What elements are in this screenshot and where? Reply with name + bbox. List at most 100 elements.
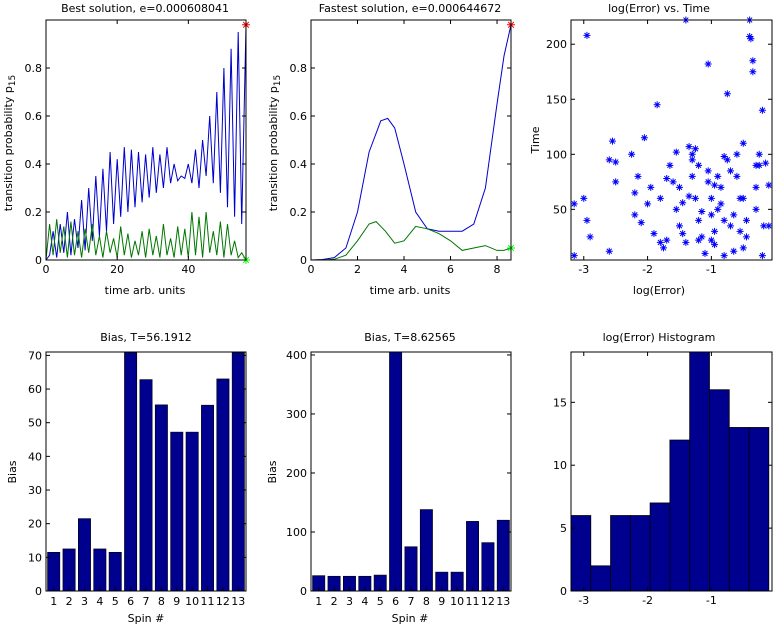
error-vs-time-scatter: log(Error) vs. Time log(Error) Time 50 10… xyxy=(529,2,773,297)
star-marker xyxy=(707,211,715,219)
bar xyxy=(419,509,433,592)
y-tick-label: 70 xyxy=(28,349,42,362)
x-tick-label: 5 xyxy=(112,595,119,608)
y-tick-label: 400 xyxy=(286,349,307,362)
star-marker xyxy=(723,90,731,98)
star-marker xyxy=(695,236,703,244)
star-marker xyxy=(717,200,725,208)
star-marker xyxy=(612,178,620,186)
x-tick-label: -3 xyxy=(578,263,589,276)
bias-best-bar: Bias, T=56.1912 Spin # Bias 0 10 20 30 40 50 6… xyxy=(6,331,247,625)
star-marker xyxy=(586,233,594,241)
y-tick-label: 100 xyxy=(286,526,307,539)
star-marker xyxy=(647,183,655,191)
star-marker xyxy=(660,244,668,252)
histogram-bar xyxy=(728,427,750,592)
y-tick-label: 0.8 xyxy=(290,62,308,75)
x-tick-label: 4 xyxy=(96,595,103,608)
star-marker xyxy=(682,238,690,246)
star-marker xyxy=(707,194,715,202)
x-tick-label: 3 xyxy=(81,595,88,608)
star-marker xyxy=(698,233,706,241)
x-tick-label: 2 xyxy=(331,595,338,608)
bar xyxy=(404,546,418,592)
star-marker xyxy=(746,33,754,41)
y-tick-label: 5 xyxy=(560,522,567,535)
star-marker xyxy=(765,222,773,230)
star-marker xyxy=(656,238,664,246)
star-marker xyxy=(739,244,747,252)
plot-title: Fastest solution, e=0.000644672 xyxy=(319,2,501,15)
series-line-p15 xyxy=(45,24,247,261)
x-tick-label: 0 xyxy=(43,263,50,276)
x-tick-label: 6 xyxy=(392,595,399,608)
plot-frame xyxy=(570,351,773,592)
star-marker xyxy=(704,60,712,68)
x-tick-label: 10 xyxy=(450,595,464,608)
y-axis-label-sub: 15 xyxy=(8,75,18,86)
histogram-bar xyxy=(610,515,631,592)
x-tick-label: 11 xyxy=(201,595,215,608)
star-marker xyxy=(752,183,760,191)
bar xyxy=(496,519,510,592)
bar xyxy=(154,404,168,592)
star-marker xyxy=(634,172,642,180)
plot-frame xyxy=(310,19,512,261)
series-line-other xyxy=(45,211,247,261)
x-tick-label: -2 xyxy=(642,594,653,607)
x-tick-label: 20 xyxy=(110,263,124,276)
star-marker xyxy=(714,205,722,213)
x-tick-label: 5 xyxy=(377,595,384,608)
bar xyxy=(201,404,214,592)
star-marker xyxy=(704,178,712,186)
bar xyxy=(389,351,403,592)
star-marker xyxy=(742,216,750,224)
star-marker xyxy=(679,199,687,207)
star-marker xyxy=(666,161,674,169)
y-tick-label: 30 xyxy=(28,484,42,497)
histogram-bar xyxy=(590,565,611,592)
star-marker xyxy=(675,183,683,191)
x-tick-label: 8 xyxy=(158,595,165,608)
x-tick-label: 9 xyxy=(438,595,445,608)
x-tick-label: 13 xyxy=(231,595,245,608)
star-marker xyxy=(580,194,588,202)
x-tick-label: -1 xyxy=(706,594,717,607)
star-marker xyxy=(688,150,696,158)
plot-frame xyxy=(310,351,512,592)
star-marker xyxy=(669,178,677,186)
star-marker xyxy=(739,194,747,202)
x-axis-label: time arb. units xyxy=(370,284,451,297)
star-marker xyxy=(650,230,658,238)
y-tick-label: 0 xyxy=(300,254,307,267)
star-marker xyxy=(711,227,719,235)
star-marker xyxy=(631,189,639,197)
y-tick-label: 300 xyxy=(286,408,307,421)
star-marker xyxy=(704,167,712,175)
y-tick-label: 200 xyxy=(546,38,567,51)
x-axis-label: log(Error) xyxy=(633,284,685,297)
x-tick-label: 1 xyxy=(315,595,322,608)
star-marker xyxy=(605,156,613,164)
plot-title: Bias, T=56.1912 xyxy=(100,331,192,344)
star-marker xyxy=(653,101,661,109)
best-solution-plot: Best solution, e=0.000608041 time arb. u… xyxy=(2,2,250,297)
star-marker xyxy=(707,236,715,244)
star-marker xyxy=(688,172,696,180)
x-tick-label: -2 xyxy=(642,263,653,276)
star-marker xyxy=(762,159,770,167)
star-marker xyxy=(720,252,728,260)
star-marker xyxy=(755,161,763,169)
histogram-bar xyxy=(748,427,770,592)
star-marker xyxy=(570,200,578,208)
star-marker xyxy=(752,205,760,213)
x-tick-label: 2 xyxy=(66,595,73,608)
star-marker xyxy=(685,192,693,200)
y-axis-label: Time xyxy=(529,126,542,154)
star-marker xyxy=(736,227,744,235)
x-axis-label: Spin # xyxy=(392,612,429,625)
bar xyxy=(185,431,199,592)
x-tick-label: 12 xyxy=(216,595,230,608)
histogram-bar xyxy=(689,351,710,592)
